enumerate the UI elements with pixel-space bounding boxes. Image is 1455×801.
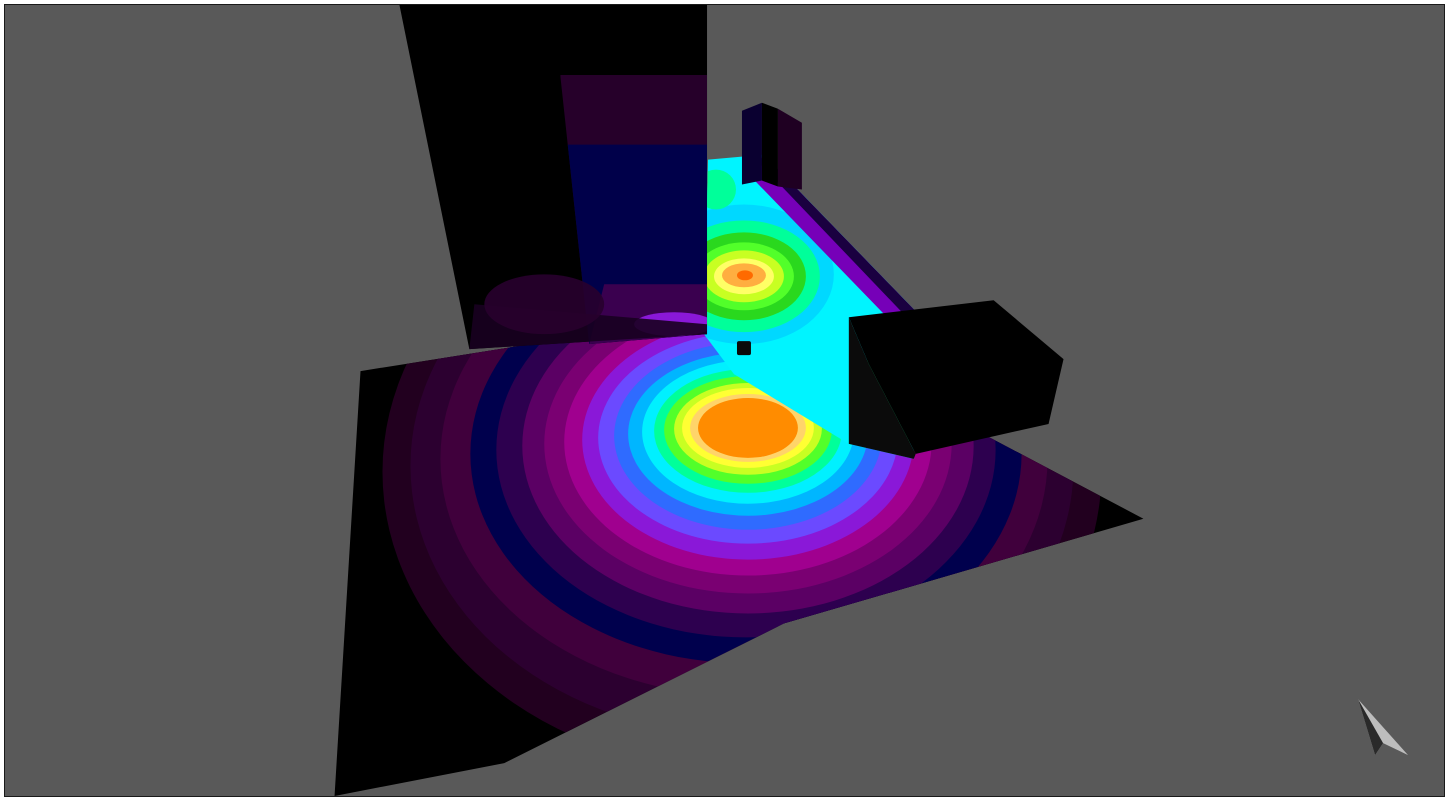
scene-canvas[interactable]: [5, 5, 1444, 796]
rear-wall: [399, 5, 708, 350]
box-obstacle: [848, 300, 1064, 459]
3d-viewport[interactable]: [4, 4, 1445, 797]
tall-pillars: [741, 102, 802, 190]
small-block: [736, 341, 751, 356]
